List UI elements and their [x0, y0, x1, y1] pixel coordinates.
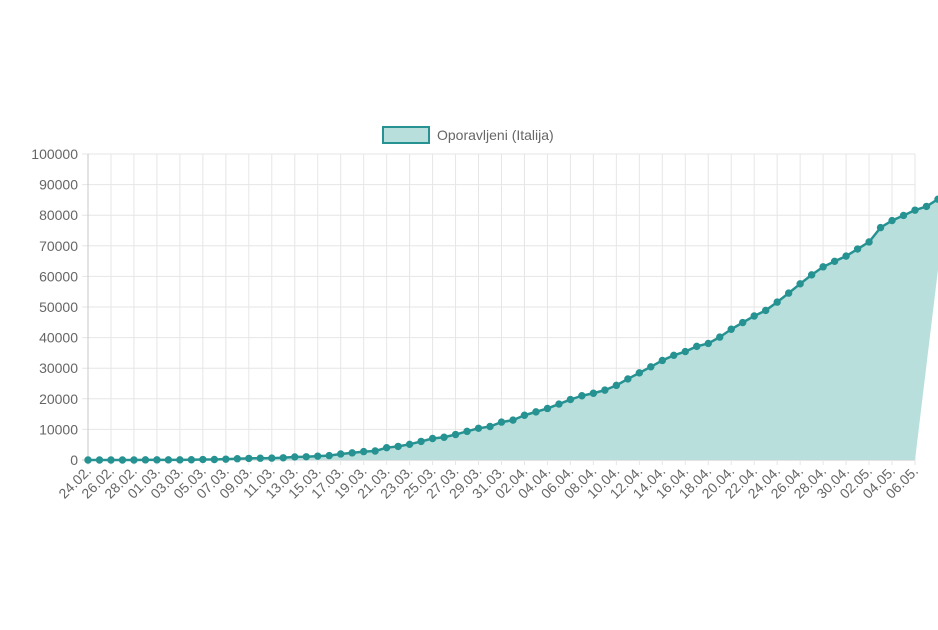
area-fill	[88, 199, 938, 460]
data-point[interactable]	[750, 312, 758, 320]
data-point[interactable]	[647, 363, 655, 371]
data-point[interactable]	[807, 271, 816, 279]
data-point[interactable]	[176, 456, 184, 464]
data-point[interactable]	[486, 422, 494, 431]
data-point[interactable]	[314, 452, 322, 460]
data-point[interactable]	[704, 339, 712, 348]
data-point[interactable]	[348, 449, 356, 457]
data-point[interactable]	[210, 455, 219, 464]
data-point[interactable]	[578, 392, 586, 400]
data-point[interactable]	[325, 451, 333, 460]
data-point[interactable]	[773, 298, 781, 306]
y-tick-label: 20000	[39, 391, 78, 407]
data-point[interactable]	[555, 400, 563, 408]
data-point[interactable]	[474, 424, 483, 432]
y-tick-label: 90000	[39, 177, 78, 193]
y-tick-label: 50000	[39, 299, 78, 315]
y-tick-label: 100000	[31, 146, 78, 162]
data-point[interactable]	[876, 223, 885, 232]
data-point[interactable]	[440, 433, 448, 441]
data-point[interactable]	[670, 351, 678, 360]
data-point[interactable]	[739, 318, 747, 327]
y-tick-label: 40000	[39, 330, 78, 346]
data-point[interactable]	[635, 369, 644, 377]
data-point[interactable]	[130, 456, 138, 464]
data-point[interactable]	[118, 456, 127, 464]
data-point[interactable]	[405, 440, 414, 449]
data-point[interactable]	[153, 456, 161, 464]
data-point[interactable]	[291, 453, 299, 461]
data-point[interactable]	[819, 263, 827, 271]
y-tick-label: 60000	[39, 268, 78, 284]
data-point[interactable]	[865, 238, 873, 246]
data-point[interactable]	[612, 381, 621, 390]
data-point[interactable]	[532, 408, 540, 416]
data-point[interactable]	[256, 454, 264, 462]
y-tick-label: 30000	[39, 360, 78, 376]
data-point[interactable]	[336, 450, 345, 458]
series-line	[88, 196, 938, 462]
data-point[interactable]	[233, 455, 242, 463]
data-point[interactable]	[830, 257, 839, 266]
series-recovered	[84, 195, 938, 464]
data-point[interactable]	[911, 206, 919, 214]
legend[interactable]: Oporavljeni (Italija)	[382, 126, 554, 144]
data-point[interactable]	[853, 245, 862, 253]
y-tick-label: 10000	[39, 421, 78, 437]
y-tick-label: 0	[70, 452, 78, 468]
data-point[interactable]	[359, 447, 368, 456]
data-point[interactable]	[716, 333, 724, 341]
data-point[interactable]	[95, 456, 104, 464]
data-point[interactable]	[543, 404, 552, 413]
data-point[interactable]	[681, 347, 689, 356]
data-point[interactable]	[463, 427, 471, 436]
data-point[interactable]	[497, 418, 506, 426]
data-point[interactable]	[451, 430, 460, 439]
data-point[interactable]	[761, 306, 770, 315]
legend-swatch	[382, 126, 430, 144]
data-point[interactable]	[417, 437, 425, 446]
data-point[interactable]	[658, 356, 667, 365]
data-point[interactable]	[727, 325, 735, 333]
data-point[interactable]	[245, 454, 253, 463]
data-point[interactable]	[84, 456, 92, 464]
y-tick-label: 70000	[39, 238, 78, 254]
data-point[interactable]	[164, 456, 173, 464]
x-axis: 24.02.26.02.28.02.01.03.03.03.05.03.07.0…	[55, 463, 921, 502]
data-point[interactable]	[589, 389, 598, 397]
y-tick-label: 80000	[39, 207, 78, 223]
data-point[interactable]	[693, 342, 701, 351]
data-point[interactable]	[371, 447, 379, 455]
data-point[interactable]	[141, 456, 150, 464]
data-point[interactable]	[566, 395, 575, 404]
data-point[interactable]	[268, 454, 276, 462]
data-point[interactable]	[382, 443, 391, 452]
data-point[interactable]	[624, 375, 632, 383]
data-point[interactable]	[509, 416, 517, 424]
data-point[interactable]	[796, 280, 804, 288]
data-point[interactable]	[899, 211, 908, 220]
data-point[interactable]	[279, 454, 287, 462]
data-point[interactable]	[784, 289, 793, 297]
data-point[interactable]	[199, 455, 207, 464]
y-axis: 0 10000 20000 30000 40000 50000 60000 70000 8000…	[31, 146, 89, 468]
data-point[interactable]	[842, 252, 850, 260]
data-point[interactable]	[394, 442, 402, 451]
data-point[interactable]	[601, 386, 609, 394]
data-point[interactable]	[888, 216, 896, 225]
data-point[interactable]	[107, 456, 115, 464]
legend-label: Oporavljeni (Italija)	[437, 127, 554, 143]
data-point[interactable]	[428, 434, 437, 443]
data-point[interactable]	[222, 455, 230, 463]
data-point[interactable]	[302, 453, 310, 461]
data-point[interactable]	[520, 411, 529, 419]
data-point[interactable]	[922, 202, 931, 211]
data-point[interactable]	[187, 456, 196, 464]
